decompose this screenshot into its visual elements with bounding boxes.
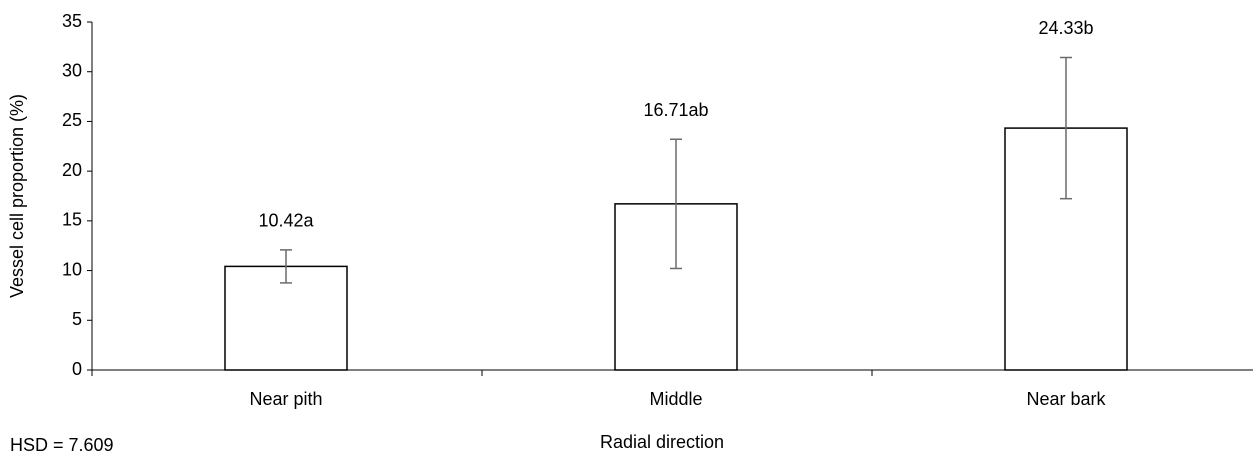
data-label: 10.42a xyxy=(258,211,314,231)
data-label: 16.71ab xyxy=(643,100,708,120)
y-tick-label: 30 xyxy=(62,60,82,80)
x-axis-label: Radial direction xyxy=(600,432,724,452)
x-tick-label: Middle xyxy=(649,389,702,409)
data-label: 24.33b xyxy=(1038,18,1093,38)
error-bar xyxy=(1060,56,1072,200)
x-tick-label: Near pith xyxy=(249,389,322,409)
y-tick-label: 5 xyxy=(72,309,82,329)
y-tick-label: 0 xyxy=(72,359,82,379)
error-bar xyxy=(280,249,292,284)
y-tick-label: 25 xyxy=(62,110,82,130)
y-tick-label: 15 xyxy=(62,210,82,230)
x-tick-label: Near bark xyxy=(1026,389,1106,409)
error-bar xyxy=(670,138,682,270)
bar xyxy=(224,265,348,371)
y-tick-label: 10 xyxy=(62,259,82,279)
y-tick-label: 20 xyxy=(62,160,82,180)
y-axis-label: Vessel cell proportion (%) xyxy=(7,94,27,298)
y-tick-label: 35 xyxy=(62,11,82,31)
annotation: HSD = 7.609 xyxy=(10,435,114,454)
